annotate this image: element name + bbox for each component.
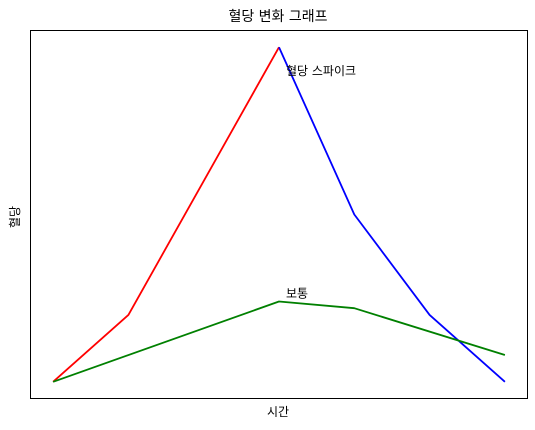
chart-title: 혈당 변화 그래프 [228,9,327,25]
series-line-1 [52,46,280,383]
plot-frame [30,30,528,399]
series-line-3 [52,300,506,383]
annotation-1: 혈당 스파이크 [286,64,356,78]
annotation-2: 보통 [286,287,308,301]
x-axis-label: 시간 [267,405,289,419]
series-layer [52,46,506,383]
series-line-2 [278,46,506,383]
y-axis-label: 혈당 [8,206,22,228]
